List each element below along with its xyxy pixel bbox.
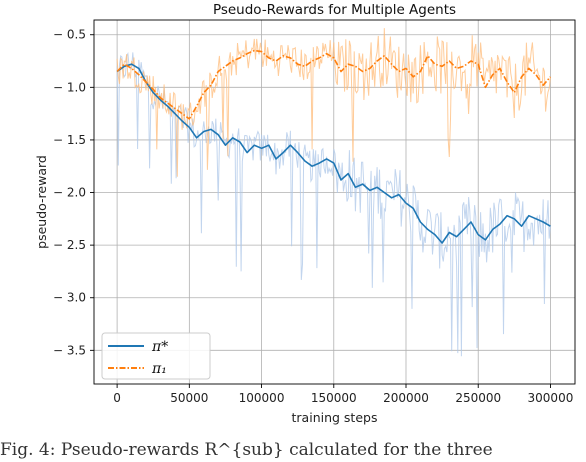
smoothed-series-layer — [116, 49, 552, 244]
grid — [94, 20, 575, 384]
y-tick-label: − 0.5 — [53, 28, 86, 42]
series-line-pi-star — [116, 63, 551, 244]
y-tick-label: − 1.0 — [53, 80, 86, 94]
chart-title: Pseudo-Rewards for Multiple Agents — [213, 2, 456, 18]
y-tick-label: − 1.5 — [53, 133, 86, 147]
x-tick-label: 300000 — [528, 391, 574, 405]
legend-label-pi-star: π* — [151, 339, 168, 355]
plot-frame — [93, 19, 576, 385]
chart: 0 50000 100000 150000 200000 250000 300000 − 0.… — [0, 0, 586, 438]
raw-line-pi-1 — [116, 28, 551, 177]
legend: π* π₁ — [101, 332, 211, 380]
y-tick-label: − 3.5 — [53, 343, 86, 357]
x-axis-label: training steps — [292, 410, 378, 425]
y-axis-label: pseudo-reward — [34, 155, 49, 249]
x-tick-label: 200000 — [383, 391, 429, 405]
chart-background — [0, 0, 586, 438]
x-tick-label: 150000 — [311, 391, 357, 405]
x-tick-label: 100000 — [239, 391, 285, 405]
y-tick-label: − 3.0 — [53, 291, 86, 305]
figure-caption: Fig. 4: Pseudo-rewards R^{sub} calculate… — [0, 440, 493, 460]
y-tick-label: − 2.0 — [53, 186, 86, 200]
y-tick-label: − 2.5 — [53, 238, 86, 252]
legend-label-pi-1: π₁ — [151, 361, 167, 377]
series-line-pi-1 — [116, 49, 552, 120]
x-tick-label: 250000 — [455, 391, 501, 405]
axis-ticks: 0 50000 100000 150000 200000 250000 300000 − 0.… — [53, 28, 573, 405]
x-tick-label: 0 — [113, 391, 121, 405]
x-tick-label: 50000 — [170, 391, 208, 405]
